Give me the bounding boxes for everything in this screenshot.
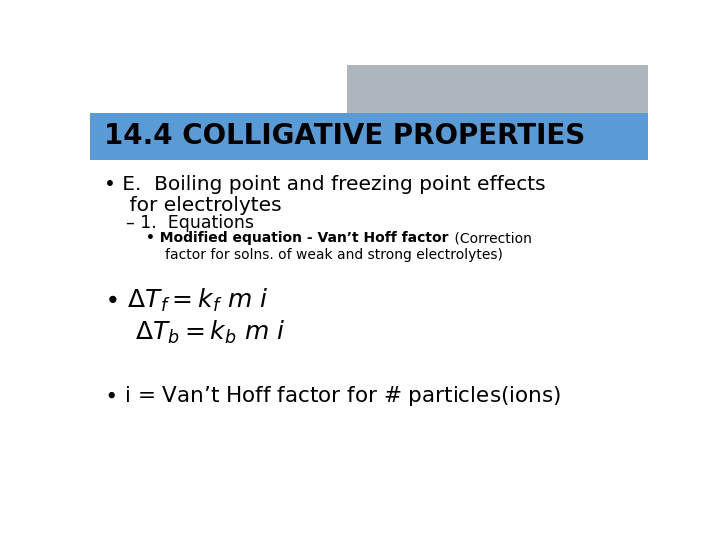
Text: (Correction: (Correction xyxy=(450,231,532,245)
Text: factor for solns. of weak and strong electrolytes): factor for solns. of weak and strong ele… xyxy=(166,248,503,262)
FancyBboxPatch shape xyxy=(347,65,648,114)
FancyBboxPatch shape xyxy=(90,113,648,160)
Text: $\bullet\ \Delta T_f = k_f\ m\ i$: $\bullet\ \Delta T_f = k_f\ m\ i$ xyxy=(104,287,269,314)
Text: 14.4 COLLIGATIVE PROPERTIES: 14.4 COLLIGATIVE PROPERTIES xyxy=(104,123,585,150)
Text: • Modified equation - Van’t Hoff factor: • Modified equation - Van’t Hoff factor xyxy=(145,231,449,245)
Text: • E.  Boiling point and freezing point effects: • E. Boiling point and freezing point ef… xyxy=(104,175,546,194)
Text: $\bullet$ i = Van’t Hoff factor for # particles(ions): $\bullet$ i = Van’t Hoff factor for # pa… xyxy=(104,383,561,408)
FancyBboxPatch shape xyxy=(90,65,347,114)
Text: $\Delta T_b = k_b\ m\ i$: $\Delta T_b = k_b\ m\ i$ xyxy=(135,319,285,346)
Text: for electrolytes: for electrolytes xyxy=(104,196,282,215)
Text: – 1.  Equations: – 1. Equations xyxy=(126,214,254,233)
